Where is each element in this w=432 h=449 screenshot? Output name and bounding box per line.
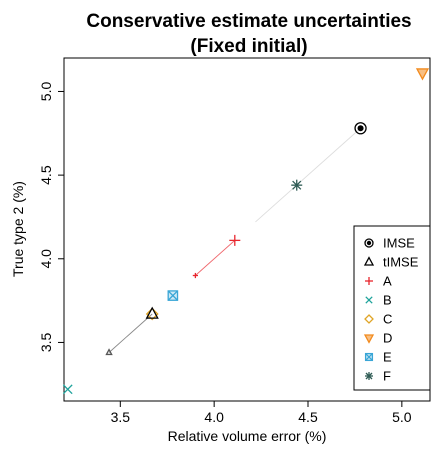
y-axis: 3.5 4.0 4.5 5.0 — [38, 82, 64, 352]
point-imse — [354, 122, 367, 135]
legend-label: D — [383, 331, 392, 346]
legend-marker-b — [365, 296, 373, 304]
point-c — [145, 307, 159, 321]
legend-label: C — [383, 312, 392, 327]
legend-marker-d — [363, 334, 375, 344]
legend-marker-timse — [363, 256, 375, 266]
legend-label: F — [383, 369, 391, 384]
legend-label: IMSE — [383, 236, 415, 251]
chart-title-line2: (Fixed initial) — [190, 36, 307, 57]
y-tick-label: 4.0 — [38, 249, 54, 269]
x-tick-label: 5.0 — [392, 409, 412, 425]
y-tick-label: 5.0 — [38, 82, 54, 102]
point-b — [62, 384, 73, 395]
legend-label: A — [383, 274, 392, 289]
x-axis: 3.5 4.0 4.5 5.0 — [111, 401, 412, 425]
legend-box — [353, 225, 431, 391]
legend-label: E — [383, 350, 392, 365]
x-tick-label: 4.0 — [204, 409, 224, 425]
legend-marker-a — [365, 277, 373, 285]
trail-line — [108, 313, 153, 353]
trail-line — [255, 127, 361, 223]
data-points — [62, 68, 430, 395]
trail-line — [195, 240, 236, 276]
legend-marker-f — [365, 372, 373, 380]
chart-title-line1: Conservative estimate uncertainties — [86, 11, 411, 32]
y-tick-label: 3.5 — [38, 332, 54, 352]
x-tick-label: 4.5 — [298, 409, 318, 425]
legend-label: tIMSE — [383, 255, 419, 270]
legend-marker-c — [364, 314, 374, 324]
point-a — [229, 234, 241, 246]
trail-start-marker — [192, 272, 198, 279]
x-axis-label: Relative volume error (%) — [168, 428, 327, 444]
point-timse — [145, 306, 159, 319]
legend-label: B — [383, 293, 392, 308]
point-d — [415, 68, 430, 81]
legend-marker-e — [364, 352, 374, 362]
point-f — [291, 179, 303, 191]
y-axis-label: True type 2 (%) — [10, 181, 26, 277]
legend-marker-imse — [364, 238, 374, 248]
point-e — [167, 290, 179, 301]
trail-start-marker — [105, 348, 113, 356]
x-tick-label: 3.5 — [111, 409, 131, 425]
y-tick-label: 4.5 — [38, 165, 54, 185]
trail-lines — [105, 127, 361, 356]
